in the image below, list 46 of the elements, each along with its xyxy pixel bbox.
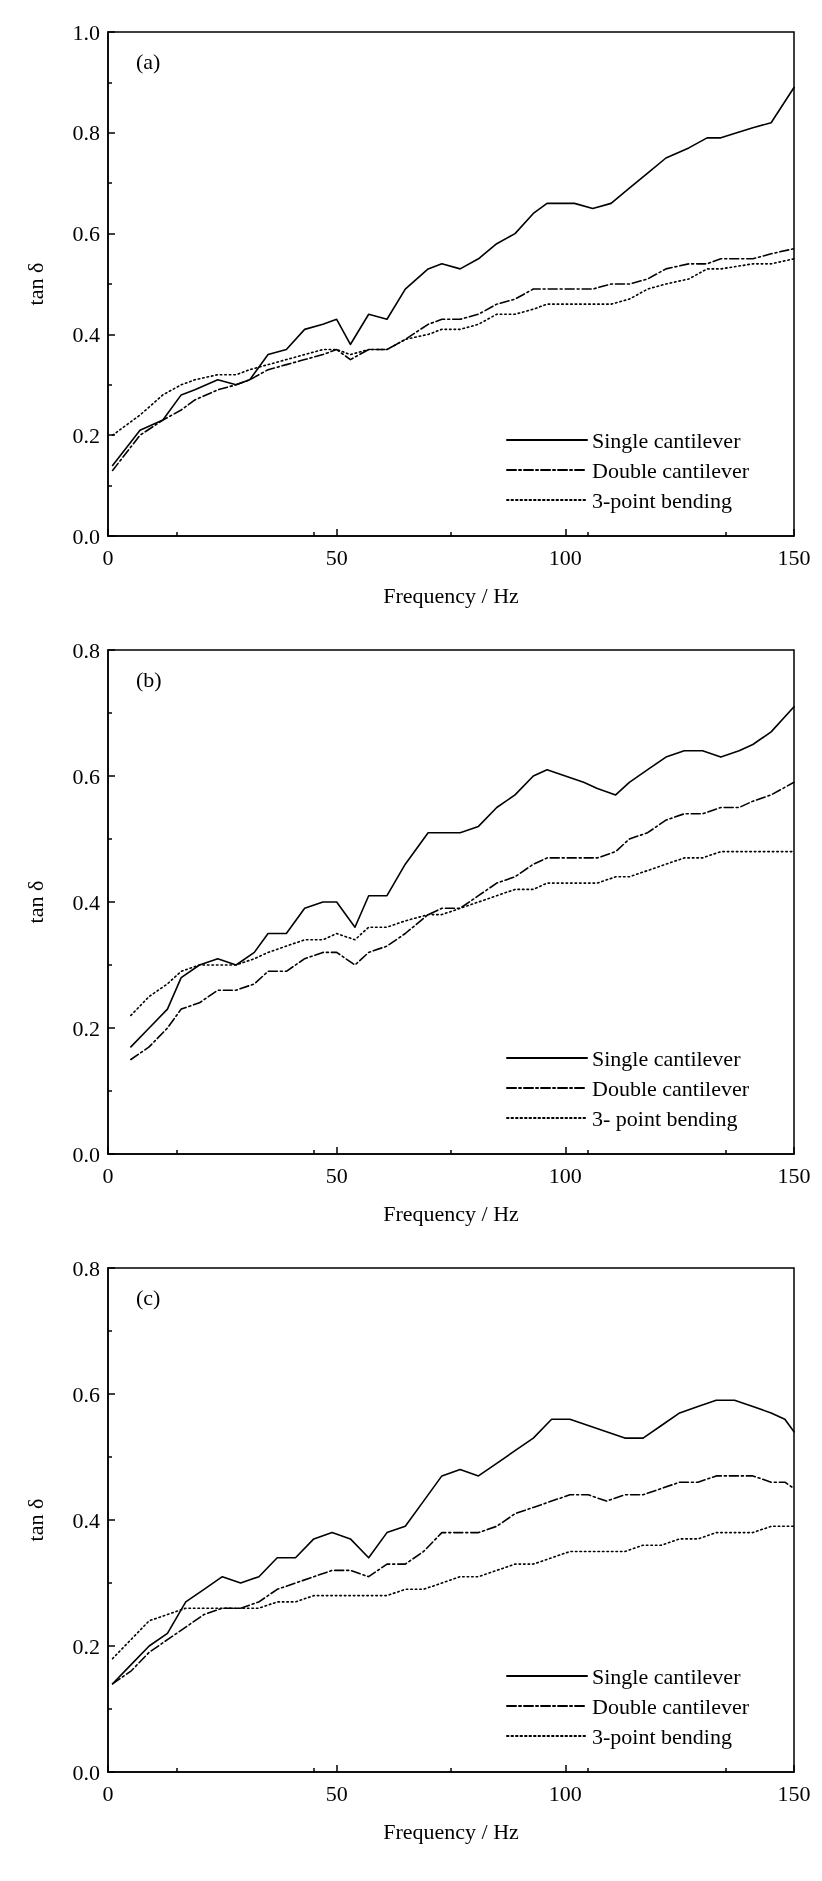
x-tick-label: 100 — [548, 544, 582, 570]
annotation: (c) — [136, 1284, 161, 1310]
y-axis-title: tan δ — [22, 262, 48, 306]
x-tick-label: 100 — [548, 1780, 582, 1806]
x-tick-label: 50 — [325, 1780, 348, 1806]
x-tick-label: 100 — [548, 1162, 582, 1188]
y-tick-label: 0.2 — [72, 1633, 100, 1659]
x-axis-title: Frequency / Hz — [383, 1818, 520, 1844]
annotation: (b) — [136, 666, 162, 692]
x-tick-label: 0 — [102, 1162, 114, 1188]
y-tick-label: 0.2 — [72, 1015, 100, 1041]
x-axis-title: Frequency / Hz — [383, 1200, 520, 1226]
y-tick-label: 1.0 — [72, 19, 100, 45]
y-tick-label: 0.4 — [72, 889, 100, 915]
y-tick-label: 0.8 — [72, 637, 100, 663]
y-tick-label: 0.6 — [72, 221, 100, 247]
y-axis-title: tan δ — [22, 1498, 48, 1542]
legend-label: Double cantilever — [592, 457, 750, 483]
legend-label: 3-point bending — [592, 1723, 732, 1749]
y-tick-label: 0.4 — [72, 321, 100, 347]
y-tick-label: 0.0 — [72, 1141, 100, 1167]
x-tick-label: 150 — [777, 1162, 811, 1188]
legend-label: Single cantilever — [592, 427, 742, 453]
y-tick-label: 0.0 — [72, 523, 100, 549]
annotation: (a) — [136, 48, 161, 74]
y-tick-label: 0.0 — [72, 1759, 100, 1785]
legend-label: Double cantilever — [592, 1693, 750, 1719]
legend-label: Single cantilever — [592, 1045, 742, 1071]
legend-label: 3-point bending — [592, 487, 732, 513]
y-tick-label: 0.8 — [72, 120, 100, 146]
legend-label: Double cantilever — [592, 1075, 750, 1101]
x-tick-label: 150 — [777, 544, 811, 570]
x-tick-label: 50 — [325, 1162, 348, 1188]
y-axis-title: tan δ — [22, 880, 48, 924]
x-tick-label: 150 — [777, 1780, 811, 1806]
legend-label: Single cantilever — [592, 1663, 742, 1689]
y-tick-label: 0.8 — [72, 1255, 100, 1281]
y-tick-label: 0.6 — [72, 763, 100, 789]
y-tick-label: 0.2 — [72, 422, 100, 448]
x-tick-label: 50 — [325, 544, 348, 570]
legend-label: 3- point bending — [592, 1105, 738, 1131]
x-axis-title: Frequency / Hz — [383, 582, 520, 608]
x-tick-label: 0 — [102, 1780, 114, 1806]
y-tick-label: 0.6 — [72, 1381, 100, 1407]
x-tick-label: 0 — [102, 544, 114, 570]
y-tick-label: 0.4 — [72, 1507, 100, 1533]
